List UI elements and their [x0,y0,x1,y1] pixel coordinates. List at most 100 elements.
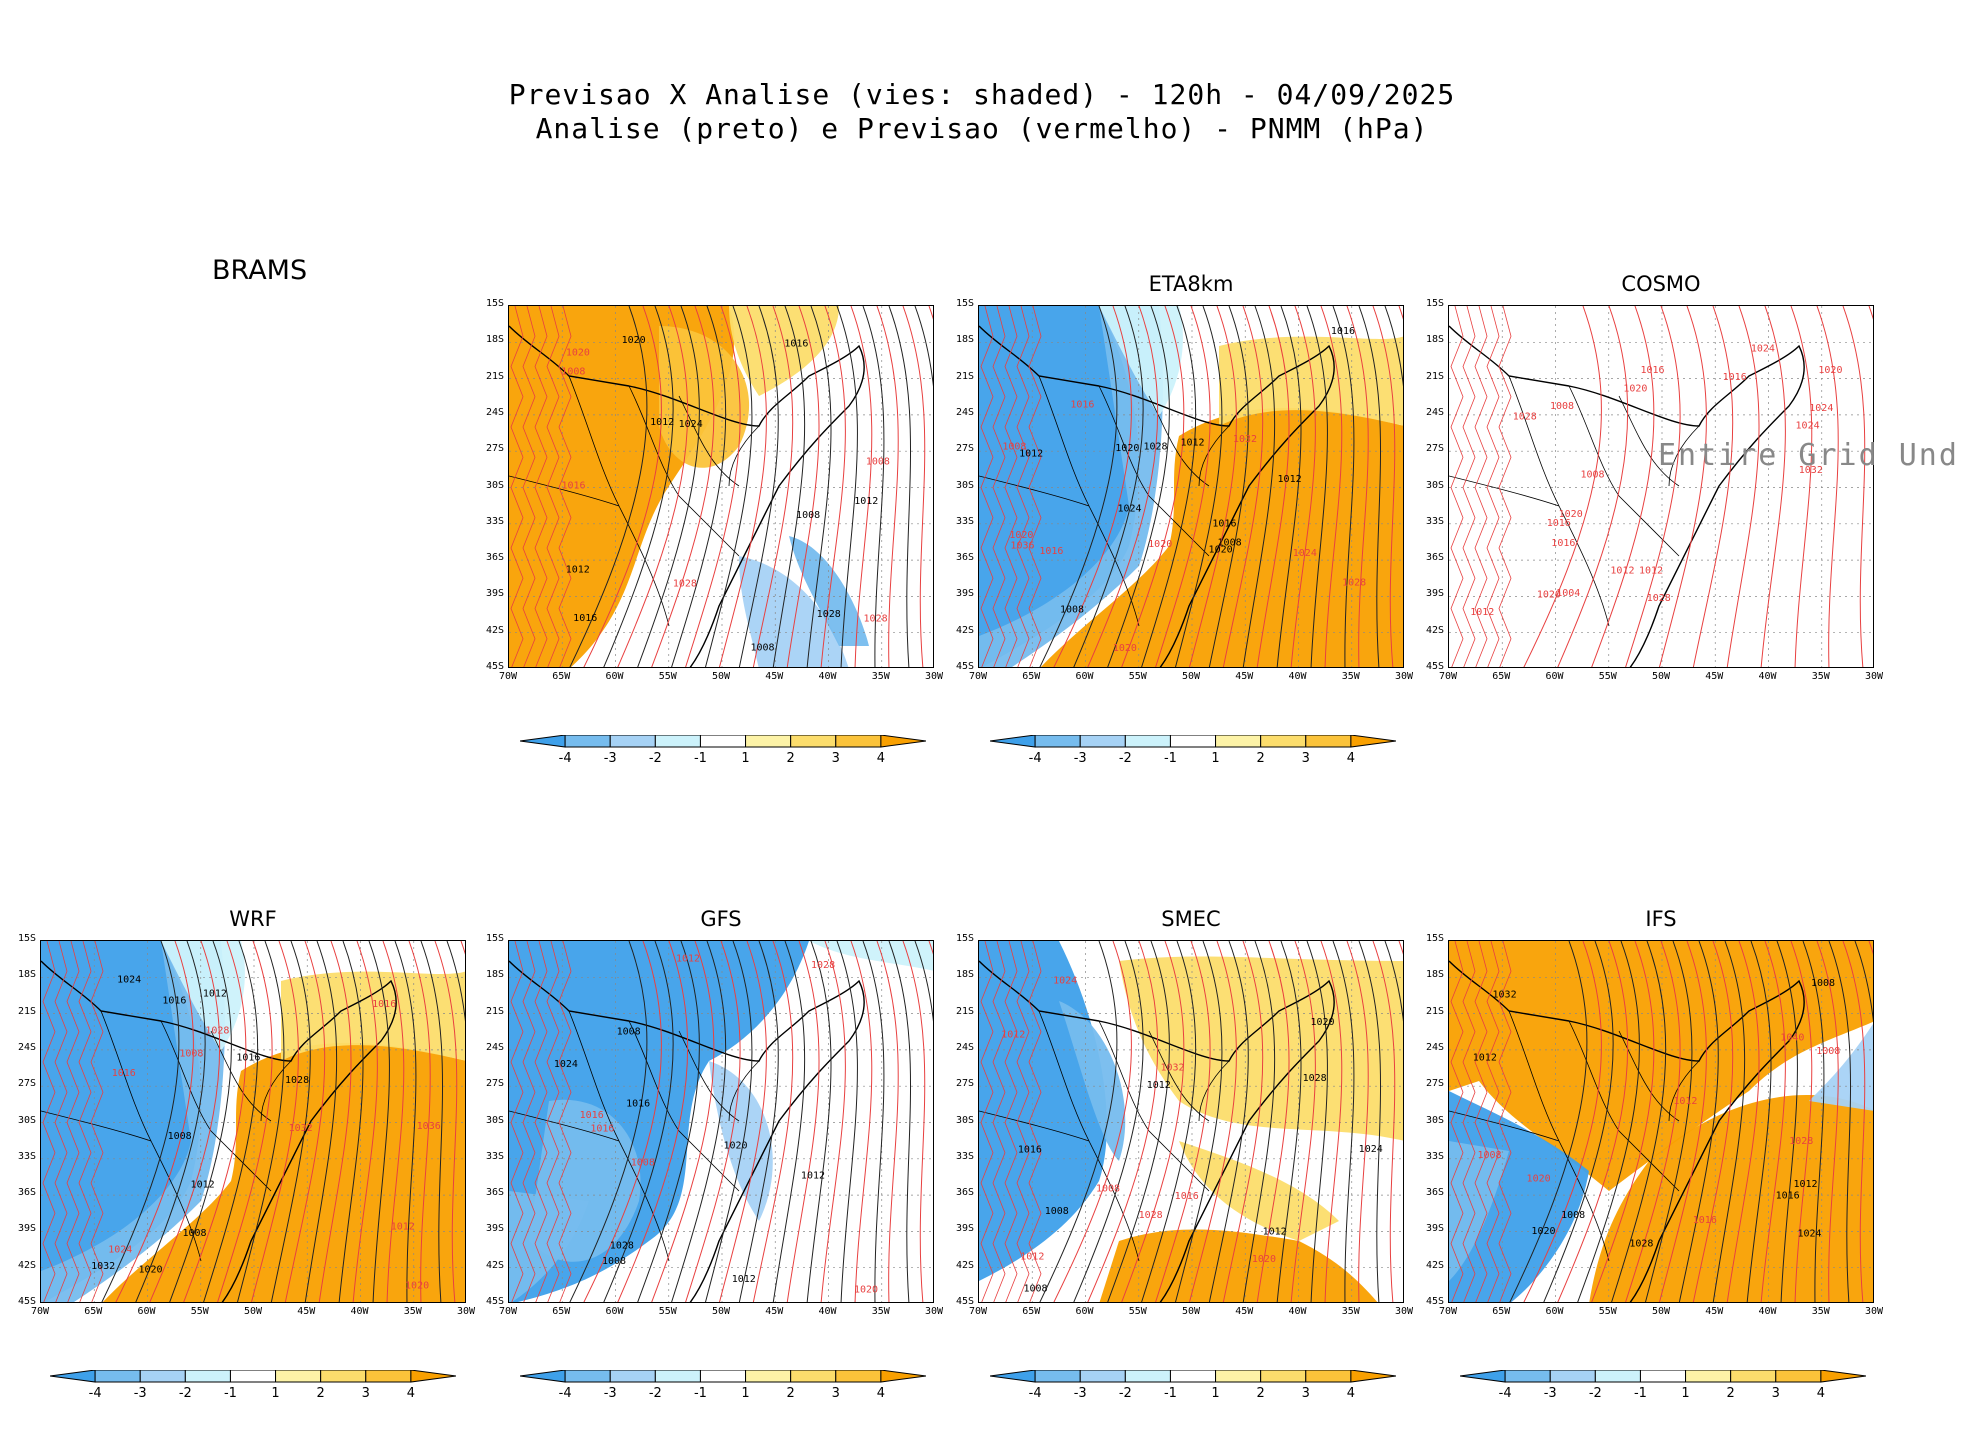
p-eta-label-forecast: 1016 [1070,399,1094,410]
p-wrf-label-analysis: 1024 [117,975,141,986]
cb-gfs-swatch-6 [790,1369,837,1383]
p-brams-isobar-forecast [820,306,846,667]
cb-smec-tick-label: -3 [1073,1386,1087,1401]
p-brams-isobar-forecast [651,306,715,667]
p-smec-isobar-analysis [1306,941,1328,1302]
p-cosmo-lat-label: 15S [1425,298,1444,309]
p-gfs-isobar-analysis [738,941,779,1302]
p-ifs-lat-label: 27S [1425,1078,1444,1090]
p-eta-isobar-forecast [1290,306,1316,667]
p-cosmo-label-forecast: 1016 [1547,518,1571,529]
p-brams-lon-label: 60W [605,671,624,682]
p-gfs-lat-label: 42S [485,1259,504,1271]
p-gfs-lat-label: 18S [485,969,504,981]
p-eta-isobar-analysis [1384,306,1403,387]
p-brams-label-forecast: 1028 [864,613,888,624]
p-smec-lat-label: 24S [955,1041,974,1053]
p-brams-label-forecast: 1020 [566,348,590,359]
p-wrf-lon-label: 70W [30,1306,50,1317]
cb-brams-tick-label: 3 [831,751,840,766]
p-cosmo-isobar-forecast [1726,306,1760,667]
p-eta-lon-label: 30W [1394,671,1414,682]
p-cosmo-lon-label: 40W [1758,671,1777,682]
cb-brams-tick-label: -2 [648,751,662,766]
p-eta-label-analysis: 1020 [1209,544,1233,555]
p-cosmo-label-forecast: 1004 [1556,588,1580,599]
p-ifs-isobar-forecast-west [1486,941,1500,1302]
p-brams-isobar-forecast [685,306,741,667]
p-gfs-label-analysis: 1012 [801,1171,825,1182]
p-gfs-isobar-forecast-west [558,941,572,1302]
p-brams-isobar-forecast-west [534,306,548,667]
p-gfs-border [728,1060,760,1122]
cb-ifs: -4 -3 -2 -1 1 2 3 4 [1459,1369,1867,1404]
p-smec-isobar-forecast [1155,941,1211,1302]
cb-eta-swatch-6 [1260,734,1307,748]
p-gfs-lon-label: 40W [818,1306,837,1317]
p-eta-label-forecast: 1032 [1233,434,1257,445]
p-brams-isobar-forecast-west [558,306,572,667]
p-wrf-lon-label: 45W [297,1306,316,1317]
p-ifs-lat-label: 30S [1425,1114,1444,1126]
p-wrf-map-svg: 1008 1012 1016 1020 1024 1028 1032 1012 1008 1016… [41,941,465,1302]
cb-smec-tick-label: -4 [1028,1386,1042,1401]
p-gfs-isobar-forecast-west [522,941,536,1302]
p-brams-isobar-forecast [583,306,662,667]
cb-ifs-tick-label: -1 [1633,1386,1647,1401]
p-ifs-isobar-analysis [1746,941,1772,1302]
cb-wrf-tick-label: -3 [133,1386,147,1401]
p-gfs-lat-label: 27S [485,1078,504,1090]
p-gfs-lat-label: 24S [485,1041,504,1053]
p-ifs-coastline [1449,960,1805,1302]
p-cosmo-isobar-forecast [1659,306,1707,667]
p-smec-label-analysis: 1008 [1023,1283,1047,1294]
p-brams-label-forecast: 1008 [561,367,585,378]
p-eta-label-forecast: 1016 [1039,546,1063,557]
p-smec-label-analysis: 1028 [1303,1073,1327,1084]
p-brams-lat-label: 30S [485,479,504,491]
p-gfs-isobar-analysis [637,941,700,1302]
p-gfs-lon-label: 50W [711,1306,731,1317]
p-cosmo-isobar-forecast [1557,306,1629,667]
p-brams-label-forecast: 1028 [673,578,697,589]
p-brams-isobar-forecast-west [546,306,560,667]
p-brams-label-analysis: 1016 [573,613,597,624]
p-brams-label-forecast: 1008 [866,457,890,468]
cb-gfs-tick-label: 4 [876,1386,886,1401]
cb-eta-swatch-5 [1215,734,1262,748]
p-eta-isobar-forecast [1189,306,1237,667]
p-gfs-isobar-analysis [569,941,648,1302]
cb-gfs-tick-label: -4 [558,1386,572,1401]
p-gfs-isobar-forecast [617,941,689,1302]
cb-wrf-swatch-8 [410,1369,457,1383]
p-cosmo-label-forecast: 1020 [1818,365,1842,376]
p-smec-isobar-forecast-west [1016,941,1030,1302]
p-smec-label-analysis: 1024 [1359,1144,1383,1155]
p-cosmo-label-forecast: 1020 [1559,509,1583,520]
p-cosmo-isobar-forecast [1692,306,1734,667]
p-eta-label-forecast: 1036 [1010,541,1034,552]
p-brams-isobar-analysis [671,306,727,667]
p-eta-label-analysis: 1016 [1212,518,1236,529]
p-wrf-border [160,1020,272,1192]
p-brams-lat-label: 42S [485,624,504,636]
cb-wrf-swatch-6 [320,1369,367,1383]
p-ifs-isobar-analysis [1678,941,1719,1302]
p-wrf-bias-shade-3 [281,971,465,1061]
p-gfs-label-analysis: 1012 [732,1274,756,1285]
p-ifs-isobar-forecast-west [1474,941,1488,1302]
p-smec-lon-label: 40W [1288,1306,1307,1317]
cb-ifs-tick-label: 2 [1726,1386,1735,1401]
p-cosmo-coastline [1449,325,1805,667]
p-gfs-map: 1008 1012 1016 1020 1024 1028 1012 1008 1008 1016… [508,940,934,1303]
p-eta-isobar-forecast [1256,306,1290,667]
p-smec-isobar-analysis [1208,941,1249,1302]
p-eta-isobar-analysis [1242,306,1276,667]
p-smec-lat-label: 39S [955,1223,974,1235]
p-eta-lon-label: 35W [1341,671,1360,682]
p-eta-lat-label: 21S [955,370,974,382]
p-wrf-isobar-forecast [352,941,378,1302]
p-cosmo-label-forecast: 1012 [1639,565,1663,576]
p-gfs-isobar-analysis [671,941,727,1302]
p-wrf-isobar-forecast [251,941,299,1302]
